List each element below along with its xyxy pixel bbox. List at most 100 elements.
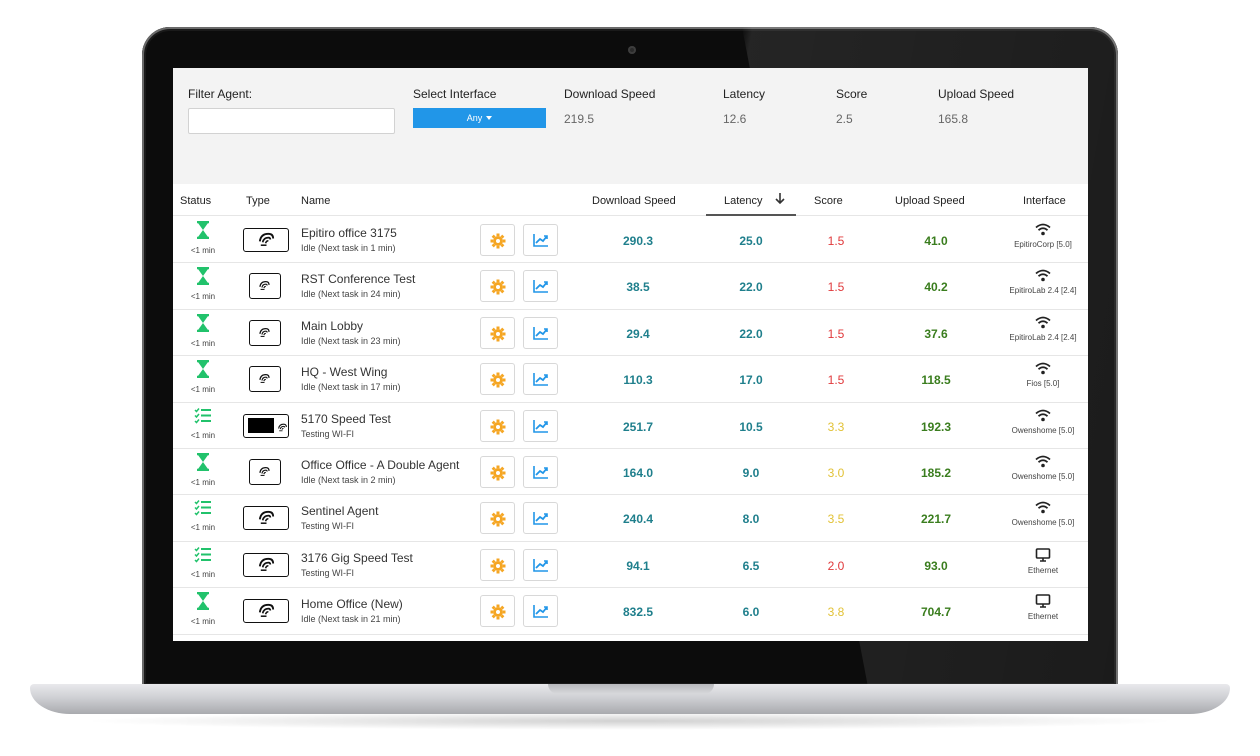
interface-cell: Owenshome [5.0]: [999, 455, 1087, 481]
upload-speed-value: 221.7: [920, 512, 952, 527]
status-text: <1 min: [190, 569, 216, 579]
col-name[interactable]: Name: [301, 195, 331, 207]
score-value: 2.0: [827, 558, 845, 573]
settings-button[interactable]: [480, 224, 515, 256]
agent-logo-icon: [258, 465, 271, 483]
chart-button[interactable]: [523, 270, 558, 303]
agent-logo-icon: [257, 555, 276, 579]
latency-summary-label: Latency: [723, 87, 766, 101]
agent-name[interactable]: Office Office - A Double Agent: [301, 457, 460, 472]
status-text: <1 min: [190, 523, 216, 533]
table-row[interactable]: <1 min Sentinel Agent Testing WI-FI 240.4 8.…: [173, 495, 1088, 542]
checklist-icon: [185, 407, 221, 429]
wifi-icon: [999, 362, 1087, 375]
interface-name: Owenshome [5.0]: [1011, 518, 1075, 528]
hourglass-icon: [185, 220, 221, 244]
interface-cell: Owenshome [5.0]: [999, 409, 1087, 435]
agent-name[interactable]: Main Lobby: [301, 318, 364, 333]
table-row[interactable]: <1 min 5170 Speed Test Testing WI-FI 251.7 1…: [173, 403, 1088, 449]
col-type[interactable]: Type: [246, 195, 270, 207]
camera-icon: [628, 46, 636, 54]
table-row[interactable]: <1 min Office Office - A Double Agent Idle…: [173, 449, 1088, 496]
col-download-speed[interactable]: Download Speed: [592, 195, 676, 207]
interface-name: EpitiroLab 2.4 [2.4]: [1009, 332, 1077, 342]
agent-name[interactable]: Epitiro office 3175: [301, 226, 397, 240]
settings-button[interactable]: [480, 316, 515, 349]
status-text: <1 min: [190, 246, 216, 255]
agent-name[interactable]: HQ - West Wing: [301, 365, 388, 380]
download-speed-value: 832.5: [622, 605, 654, 620]
chart-button[interactable]: [523, 502, 558, 535]
col-interface[interactable]: Interface: [1023, 195, 1066, 207]
table-row[interactable]: <1 min 3176 Gig Speed Test Testing WI-FI 94…: [173, 542, 1088, 589]
interface-name: Owenshome [5.0]: [1011, 425, 1075, 435]
agent-name[interactable]: RST Conference Test: [301, 272, 416, 287]
agent-name[interactable]: 3176 Gig Speed Test: [301, 550, 413, 565]
filter-agent-input[interactable]: [188, 108, 395, 134]
caret-down-icon: [486, 116, 493, 120]
status-cell: <1 min: [185, 546, 221, 579]
agent-screen-display: [248, 417, 274, 433]
chart-button[interactable]: [523, 363, 558, 396]
monitor-icon: [999, 594, 1087, 608]
table-row[interactable]: <1 min Epitiro office 3175 Idle (Next task…: [173, 217, 1088, 264]
latency-value: 22.0: [739, 280, 763, 295]
wifi-icon: [999, 269, 1087, 282]
settings-button[interactable]: [480, 502, 515, 535]
latency-value: 6.0: [742, 605, 760, 620]
settings-button[interactable]: [480, 363, 515, 396]
settings-button[interactable]: [480, 270, 515, 303]
score-value: 3.8: [827, 605, 845, 620]
table-row[interactable]: <1 min Main Lobby Idle (Next task in 23 mi…: [173, 310, 1088, 357]
agent-status-detail: Idle (Next task in 21 min): [301, 614, 401, 625]
status-text: <1 min: [190, 338, 216, 348]
agent-name[interactable]: 5170 Speed Test: [301, 411, 391, 426]
status-cell: <1 min: [185, 407, 221, 440]
agent-type-wide: [243, 228, 289, 252]
latency-value: 8.0: [742, 512, 760, 527]
agent-status-detail: Testing WI-FI: [301, 521, 355, 532]
download-speed-value: 240.4: [622, 512, 654, 527]
arrow-down-icon[interactable]: [774, 192, 786, 208]
agent-name[interactable]: Home Office (New): [301, 597, 403, 612]
chart-button[interactable]: [523, 455, 558, 488]
chart-button[interactable]: [523, 409, 558, 442]
score-value: 3.5: [827, 512, 845, 527]
upload-speed-value: 704.7: [920, 605, 952, 620]
chart-button[interactable]: [523, 595, 558, 628]
wifi-icon: [999, 409, 1087, 422]
table-row[interactable]: <1 min Home Office (New) Idle (Next task i…: [173, 588, 1088, 635]
laptop-lid: Filter Agent: Select Interface Any Downl…: [142, 27, 1118, 687]
chart-button[interactable]: [523, 548, 558, 581]
table-row[interactable]: <1 min HQ - West Wing Idle (Next task in 1…: [173, 356, 1088, 403]
table-header: Status Type Name Download Speed Latency …: [173, 184, 1088, 216]
agent-name[interactable]: Sentinel Agent: [301, 504, 379, 519]
agent-table-body: <1 min Epitiro office 3175 Idle (Next task…: [173, 217, 1088, 635]
interface-name: EpitiroCorp [5.0]: [1014, 240, 1072, 249]
chart-button[interactable]: [523, 224, 558, 256]
settings-button[interactable]: [480, 595, 515, 628]
agent-logo-icon: [258, 279, 271, 297]
col-upload-speed[interactable]: Upload Speed: [895, 195, 965, 207]
table-row[interactable]: <1 min RST Conference Test Idle (Next task…: [173, 263, 1088, 310]
agent-logo-icon: [257, 508, 276, 532]
col-status[interactable]: Status: [180, 195, 212, 207]
settings-button[interactable]: [480, 548, 515, 581]
interface-cell: EpitiroLab 2.4 [2.4]: [999, 316, 1087, 342]
latency-summary-value: 12.6: [723, 112, 747, 126]
settings-button[interactable]: [480, 409, 515, 442]
chart-button[interactable]: [523, 316, 558, 349]
interface-cell: Fios [5.0]: [999, 362, 1087, 388]
latency-value: 17.0: [739, 373, 763, 388]
wifi-icon: [999, 501, 1087, 514]
download-speed-value: 94.1: [626, 558, 650, 573]
col-latency[interactable]: Latency: [724, 195, 763, 207]
agent-status-detail: Idle (Next task in 24 min): [301, 289, 401, 300]
status-text: <1 min: [190, 385, 216, 395]
interface-name: Owenshome [5.0]: [1011, 471, 1075, 481]
interface-cell: EpitiroLab 2.4 [2.4]: [999, 269, 1087, 295]
interface-dropdown[interactable]: Any: [413, 108, 546, 128]
hourglass-icon: [185, 452, 221, 476]
settings-button[interactable]: [480, 455, 515, 488]
col-score[interactable]: Score: [814, 195, 843, 207]
